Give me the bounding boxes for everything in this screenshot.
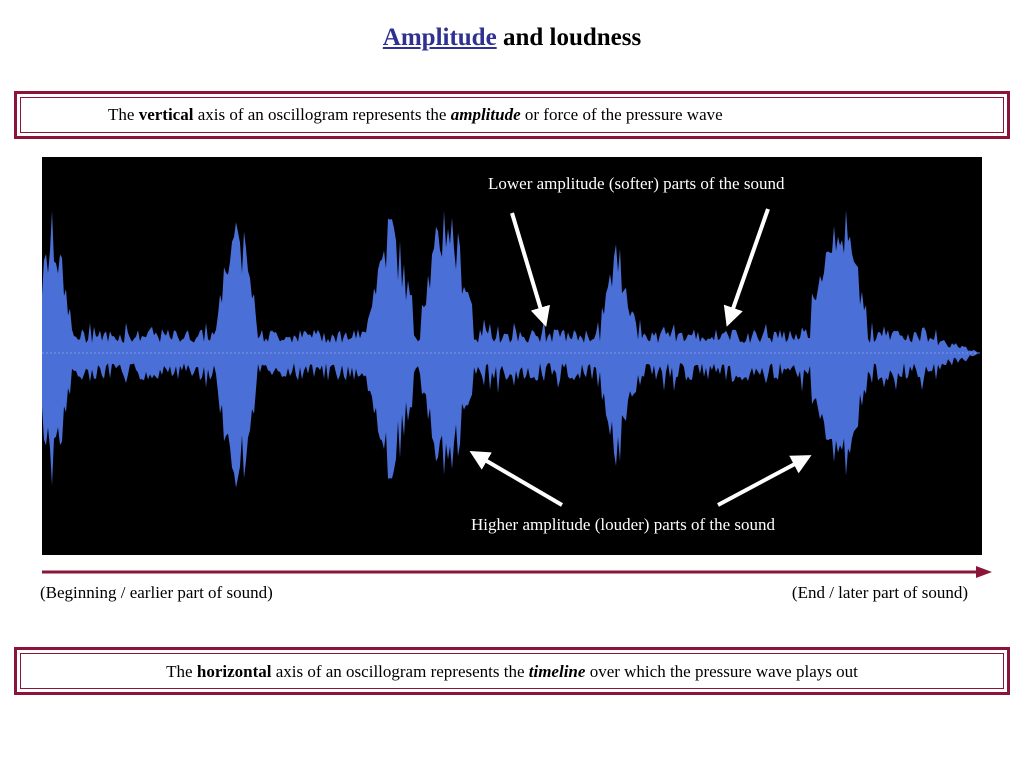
higher-amplitude-label: Higher amplitude (louder) parts of the s…: [471, 515, 776, 534]
timeline-arrowhead: [976, 566, 992, 578]
lower-amplitude-label: Lower amplitude (softer) parts of the so…: [488, 174, 785, 193]
horizontal-note-bold: horizontal: [196, 662, 272, 681]
vertical-note-emphasis: amplitude: [450, 105, 521, 124]
amplitude-link[interactable]: Amplitude: [382, 24, 497, 51]
waveform: [42, 209, 980, 488]
vertical-note-text-1: The: [108, 105, 139, 124]
horizontal-axis-note: The horizontal axis of an oscillogram re…: [20, 653, 1004, 689]
higher-arrow-2: [717, 455, 812, 507]
timeline-arrow: [42, 566, 992, 578]
horizontal-note-text-3: over which the pressure wave plays out: [585, 662, 858, 681]
horizontal-note-emphasis: timeline: [528, 662, 586, 681]
timeline-start-label: (Beginning / earlier part of sound): [40, 583, 273, 602]
title-rest: and loudness: [496, 24, 642, 51]
horizontal-axis-note-box: The horizontal axis of an oscillogram re…: [14, 647, 1010, 695]
vertical-note-text-3: or force of the pressure wave: [520, 105, 723, 124]
horizontal-note-text-2: axis of an oscillogram represents the: [271, 662, 529, 681]
lower-arrow-1: [510, 212, 550, 327]
oscillogram-svg: [42, 208, 980, 507]
vertical-note-bold: vertical: [138, 105, 194, 124]
lower-arrow-2: [723, 208, 770, 327]
vertical-axis-note-box: The vertical axis of an oscillogram repr…: [14, 91, 1010, 139]
oscillogram-panel: Lower amplitude (softer) parts of the so…: [42, 157, 982, 555]
timeline-end-label: (End / later part of sound): [791, 583, 968, 602]
vertical-axis-note: The vertical axis of an oscillogram repr…: [20, 97, 1004, 133]
higher-arrow-1: [469, 450, 564, 507]
page-title: Amplitude and loudness: [0, 24, 1024, 52]
vertical-note-text-2: axis of an oscillogram represents the: [193, 105, 451, 124]
horizontal-note-text-1: The: [166, 662, 197, 681]
